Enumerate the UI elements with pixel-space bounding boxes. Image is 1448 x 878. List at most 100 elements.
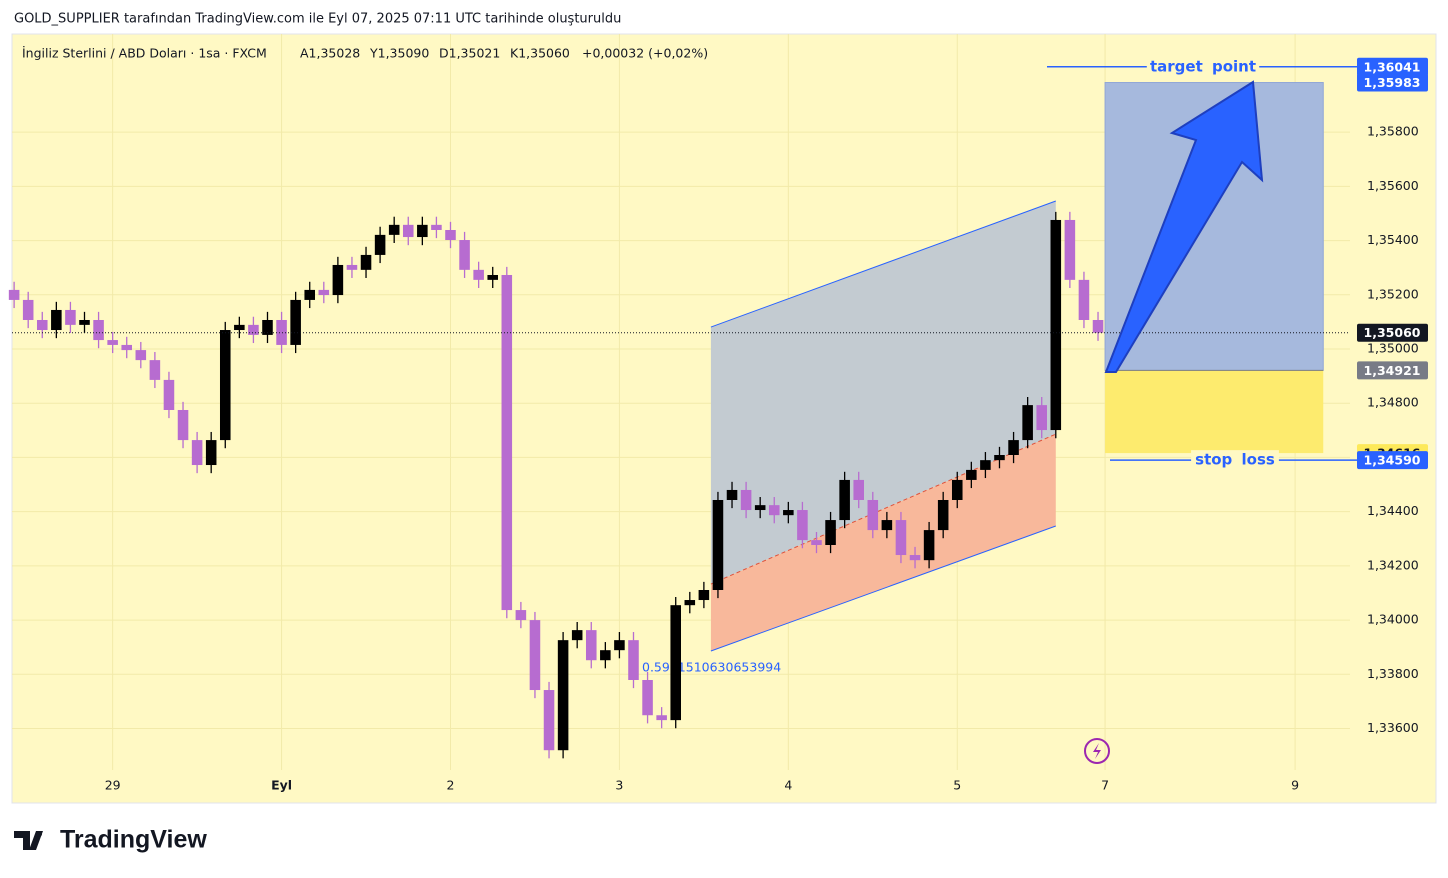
candle-body (402, 224, 414, 238)
x-tick-label: 7 (1101, 778, 1109, 793)
candle-body (473, 269, 484, 280)
candle-body (191, 440, 203, 466)
candle-body (515, 610, 527, 621)
annotation-text: stop loss (1195, 451, 1275, 469)
annotation-bg (1191, 450, 1279, 471)
candle-body (318, 289, 330, 296)
candle-body (374, 234, 386, 255)
candle-body (431, 224, 442, 230)
logo: TradingView (14, 826, 207, 854)
channel-label: 0.5951510630653994 (642, 660, 781, 675)
candle-body (290, 299, 301, 345)
candle-body (1078, 279, 1090, 320)
candle-body (614, 640, 625, 651)
candle-body (726, 489, 738, 500)
x-tick-label: 4 (784, 778, 792, 793)
candle-body (909, 555, 921, 561)
candle-body (332, 264, 344, 296)
price-badge-label: 1,34590 (1364, 453, 1421, 468)
candle-body (783, 510, 794, 516)
candle-body (881, 520, 893, 531)
candle-body (797, 510, 808, 541)
price-badge-label: 1,34921 (1364, 363, 1421, 378)
candle-body (360, 254, 372, 270)
y-tick-label: 1,35200 (1367, 286, 1419, 301)
candle-body (163, 379, 175, 410)
candle-body (698, 589, 710, 601)
candle-body (670, 605, 681, 721)
legend-value: K1,35060 (510, 46, 570, 61)
candle-body (1008, 440, 1019, 455)
x-tick-label: 29 (105, 778, 121, 793)
candle-body (980, 460, 991, 470)
event-icon[interactable] (1084, 738, 1110, 764)
candle-body (417, 224, 428, 238)
candle-body (600, 650, 611, 661)
arrow (1104, 80, 1264, 373)
candle-body (304, 289, 316, 300)
candle-body (459, 240, 470, 270)
candle-body (628, 640, 639, 680)
price-badge (1357, 323, 1428, 342)
candle-body (262, 319, 273, 335)
header: GOLD_SUPPLIER tarafından TradingView.com… (14, 12, 621, 27)
candle-body (177, 409, 189, 441)
symbol: İngiliz Sterlini / ABD Doları · 1sa · FX… (22, 46, 267, 61)
channel-line (710, 525, 1056, 652)
footer-brand: TradingView (60, 826, 207, 854)
y-tick-label: 1,34000 (1367, 612, 1419, 627)
annotation-text: target point (1150, 57, 1256, 75)
candle-body (571, 630, 583, 641)
candle-body (642, 679, 653, 716)
candle-body (585, 630, 597, 661)
candle-body (923, 530, 935, 561)
candle-body (768, 505, 780, 516)
candle-body (1050, 219, 1062, 431)
candle-body (205, 440, 217, 466)
candle-body (740, 489, 752, 511)
price-badge-label: 1,36041 (1364, 59, 1421, 74)
axes: 1,336001,338001,340001,342001,344001,346… (105, 57, 1428, 793)
y-tick-label: 1,34800 (1367, 395, 1419, 410)
logo-icon (14, 831, 43, 850)
y-tick-label: 1,35000 (1367, 341, 1419, 356)
candle-body (8, 289, 20, 300)
candle-body (754, 505, 766, 511)
candle-body (951, 479, 963, 500)
candle-body (93, 319, 104, 341)
candle-body (937, 499, 949, 531)
plot: 0.5951510630653994 target point stop loss (8, 56, 1357, 759)
legend-value: +0,00032 (+0,02%) (582, 46, 708, 61)
candle-body (107, 340, 118, 345)
y-tick-label: 1,35600 (1367, 178, 1419, 193)
legend-value: A1,35028 (300, 46, 360, 61)
candle-body (543, 690, 555, 751)
candle-body (895, 520, 907, 556)
candle-body (867, 499, 879, 531)
candle-body (79, 319, 90, 325)
candle-body (1064, 219, 1076, 280)
candle-body (1036, 405, 1047, 431)
event-icon-bolt (1093, 743, 1101, 759)
candle-body (1022, 405, 1033, 441)
candle-body (388, 224, 400, 235)
candle-body (65, 309, 76, 325)
channel-lower-fill (710, 434, 1056, 651)
y-tick-label: 1,34400 (1367, 503, 1419, 518)
candle-body (825, 520, 836, 545)
logo-dot (36, 831, 42, 837)
candle-body (248, 324, 259, 335)
candle-body (36, 319, 48, 331)
stop-zone (1105, 370, 1324, 454)
candle-body (557, 640, 569, 751)
y-tick-label: 1,33800 (1367, 666, 1419, 681)
candle-body (22, 299, 34, 320)
price-badge-label: 1,35983 (1364, 75, 1421, 90)
candle-body (445, 229, 456, 241)
candle-body (529, 620, 541, 691)
candle-body (51, 309, 62, 331)
price-badge-label: 1,35060 (1364, 325, 1421, 340)
candle-body (656, 715, 667, 721)
